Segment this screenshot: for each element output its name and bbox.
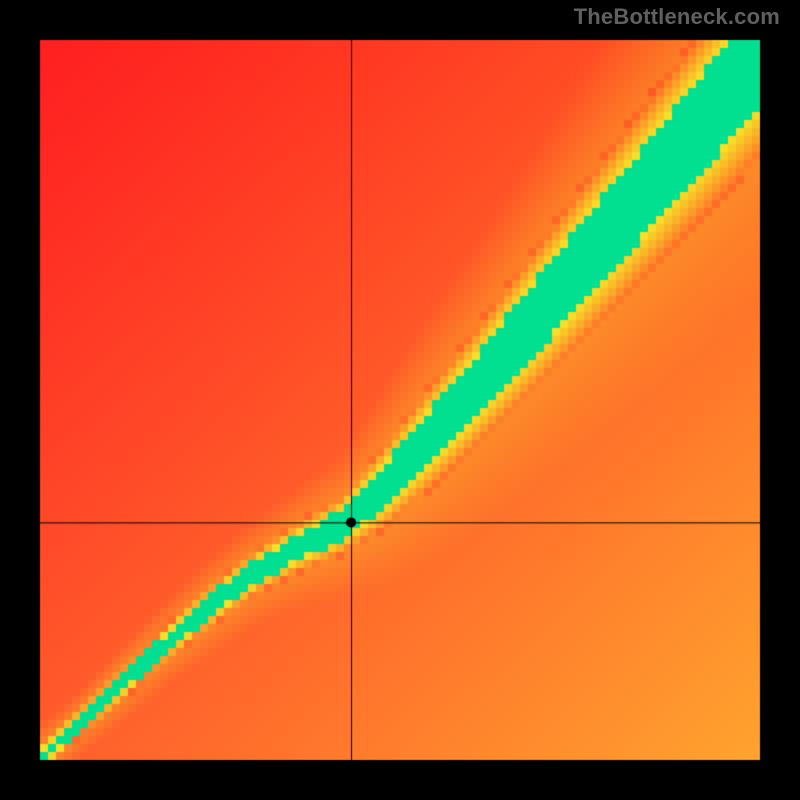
bottleneck-heatmap bbox=[0, 0, 800, 800]
watermark-text: TheBottleneck.com bbox=[574, 4, 780, 30]
